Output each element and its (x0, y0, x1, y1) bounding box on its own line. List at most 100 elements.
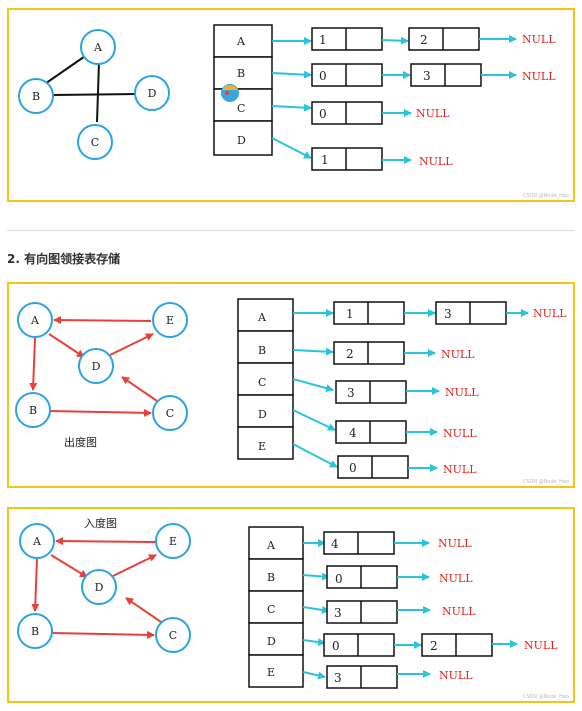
watermark: CSDN @Node_Hao (522, 479, 569, 485)
vertex-label: B (32, 90, 40, 103)
section-divider (7, 230, 575, 231)
node-value: 0 (349, 461, 357, 475)
vertex-label: B (29, 404, 37, 417)
vertex-label: C (166, 407, 174, 420)
null-label: NULL (416, 107, 450, 120)
edge-b-c (51, 630, 155, 639)
vertex-label: A (32, 535, 42, 548)
indegree-figure: A B C D E 入度图 A B C D E 4 NULL 0 (17, 516, 558, 689)
pointer-arrow (292, 347, 334, 356)
vertex-label: C (91, 136, 99, 149)
node-value: 2 (430, 639, 438, 653)
table-cell-label: C (237, 102, 245, 115)
vertex-e: E (155, 523, 191, 559)
vertex-b: B (18, 78, 54, 114)
undirected-graph-figure: A B C D A B C D (18, 24, 556, 171)
edge-b-d (52, 93, 138, 96)
figure-caption: 出度图 (64, 435, 97, 449)
indegree-panel: A B C D E 入度图 A B C D E 4 NULL 0 (7, 507, 575, 703)
null-label: NULL (533, 307, 567, 320)
null-label: NULL (439, 572, 473, 585)
null-label: NULL (438, 537, 472, 550)
list-node (435, 301, 507, 325)
figure-caption: 入度图 (84, 516, 117, 530)
list-node (335, 420, 407, 444)
node-value: 0 (332, 639, 340, 653)
vertex-label: E (166, 314, 174, 327)
edge-a-d (48, 333, 85, 358)
pointer-arrow (381, 36, 409, 45)
node-value: 3 (444, 307, 452, 321)
edge-a-d (50, 554, 88, 578)
node-value: 1 (319, 33, 327, 47)
outdegree-figure: A B C D E 出度图 A B C D E 1 3 NULL (15, 298, 567, 479)
edge-a-b (29, 337, 38, 391)
table-cell-label: C (258, 376, 266, 389)
null-label: NULL (441, 348, 475, 361)
node-value: 0 (319, 69, 327, 83)
vertex-c: C (155, 617, 191, 653)
edge-d-e (109, 333, 154, 356)
list-node (333, 301, 405, 325)
edge-d-e (112, 554, 157, 577)
table-cell-label: B (237, 67, 245, 80)
pointer-arrow (292, 378, 334, 393)
node-value: 3 (423, 69, 431, 83)
node-value: 3 (334, 606, 342, 620)
node-value: 0 (335, 572, 343, 586)
node-value: 3 (334, 671, 342, 685)
pointer-arrow (271, 70, 312, 79)
null-label: NULL (522, 33, 556, 46)
null-label: NULL (442, 605, 476, 618)
edge-c-d (121, 376, 158, 402)
undirected-graph-panel: A B C D A B C D (7, 8, 575, 202)
edge-a-b (31, 558, 40, 612)
table-cell-label: D (267, 635, 276, 648)
edge-b-c (48, 408, 152, 417)
list-node (335, 380, 407, 404)
vertex-label: D (148, 87, 157, 100)
vertex-table (248, 526, 304, 688)
sticker-icon (221, 84, 239, 102)
edge-a-c (96, 61, 100, 123)
null-label: NULL (419, 155, 453, 168)
vertex-label: D (95, 581, 104, 594)
node-value: 1 (321, 153, 329, 167)
list-node (410, 63, 482, 87)
vertex-a: A (80, 29, 116, 65)
vertex-c: C (152, 395, 188, 431)
pointer-arrow (302, 638, 326, 647)
vertex-a: A (17, 302, 53, 338)
table-cell-label: A (257, 311, 267, 324)
list-node (326, 600, 398, 624)
vertex-table (237, 298, 294, 460)
vertex-c: C (77, 124, 113, 160)
list-node (311, 63, 383, 87)
table-cell-label: C (267, 603, 275, 616)
vertex-a: A (19, 523, 55, 559)
vertex-e: E (152, 302, 188, 338)
vertex-d: D (81, 569, 117, 605)
outdegree-panel: A B C D E 出度图 A B C D E 1 3 NULL (7, 282, 575, 488)
pointer-arrow (271, 103, 312, 112)
list-node (333, 341, 405, 365)
table-cell-label: E (258, 440, 266, 453)
section-heading: 2. 有向图领接表存储 (7, 252, 121, 266)
table-cell-label: B (267, 571, 275, 584)
pointer-arrow (292, 443, 338, 468)
list-node (311, 27, 383, 51)
vertex-label: C (169, 629, 177, 642)
node-value: 2 (346, 347, 354, 361)
pointer-arrow (292, 409, 336, 431)
vertex-label: B (31, 625, 39, 638)
pointer-arrow (271, 137, 312, 159)
table-cell-label: E (267, 666, 275, 679)
watermark: CSDN @Node_Hao (522, 193, 569, 199)
edge-a-b (38, 51, 92, 89)
pointer-arrow (302, 572, 330, 581)
null-label: NULL (445, 386, 479, 399)
node-value: 2 (420, 33, 428, 47)
vertex-label: E (169, 535, 177, 548)
edge-e-a (53, 316, 152, 325)
edge-c-d (125, 597, 162, 623)
